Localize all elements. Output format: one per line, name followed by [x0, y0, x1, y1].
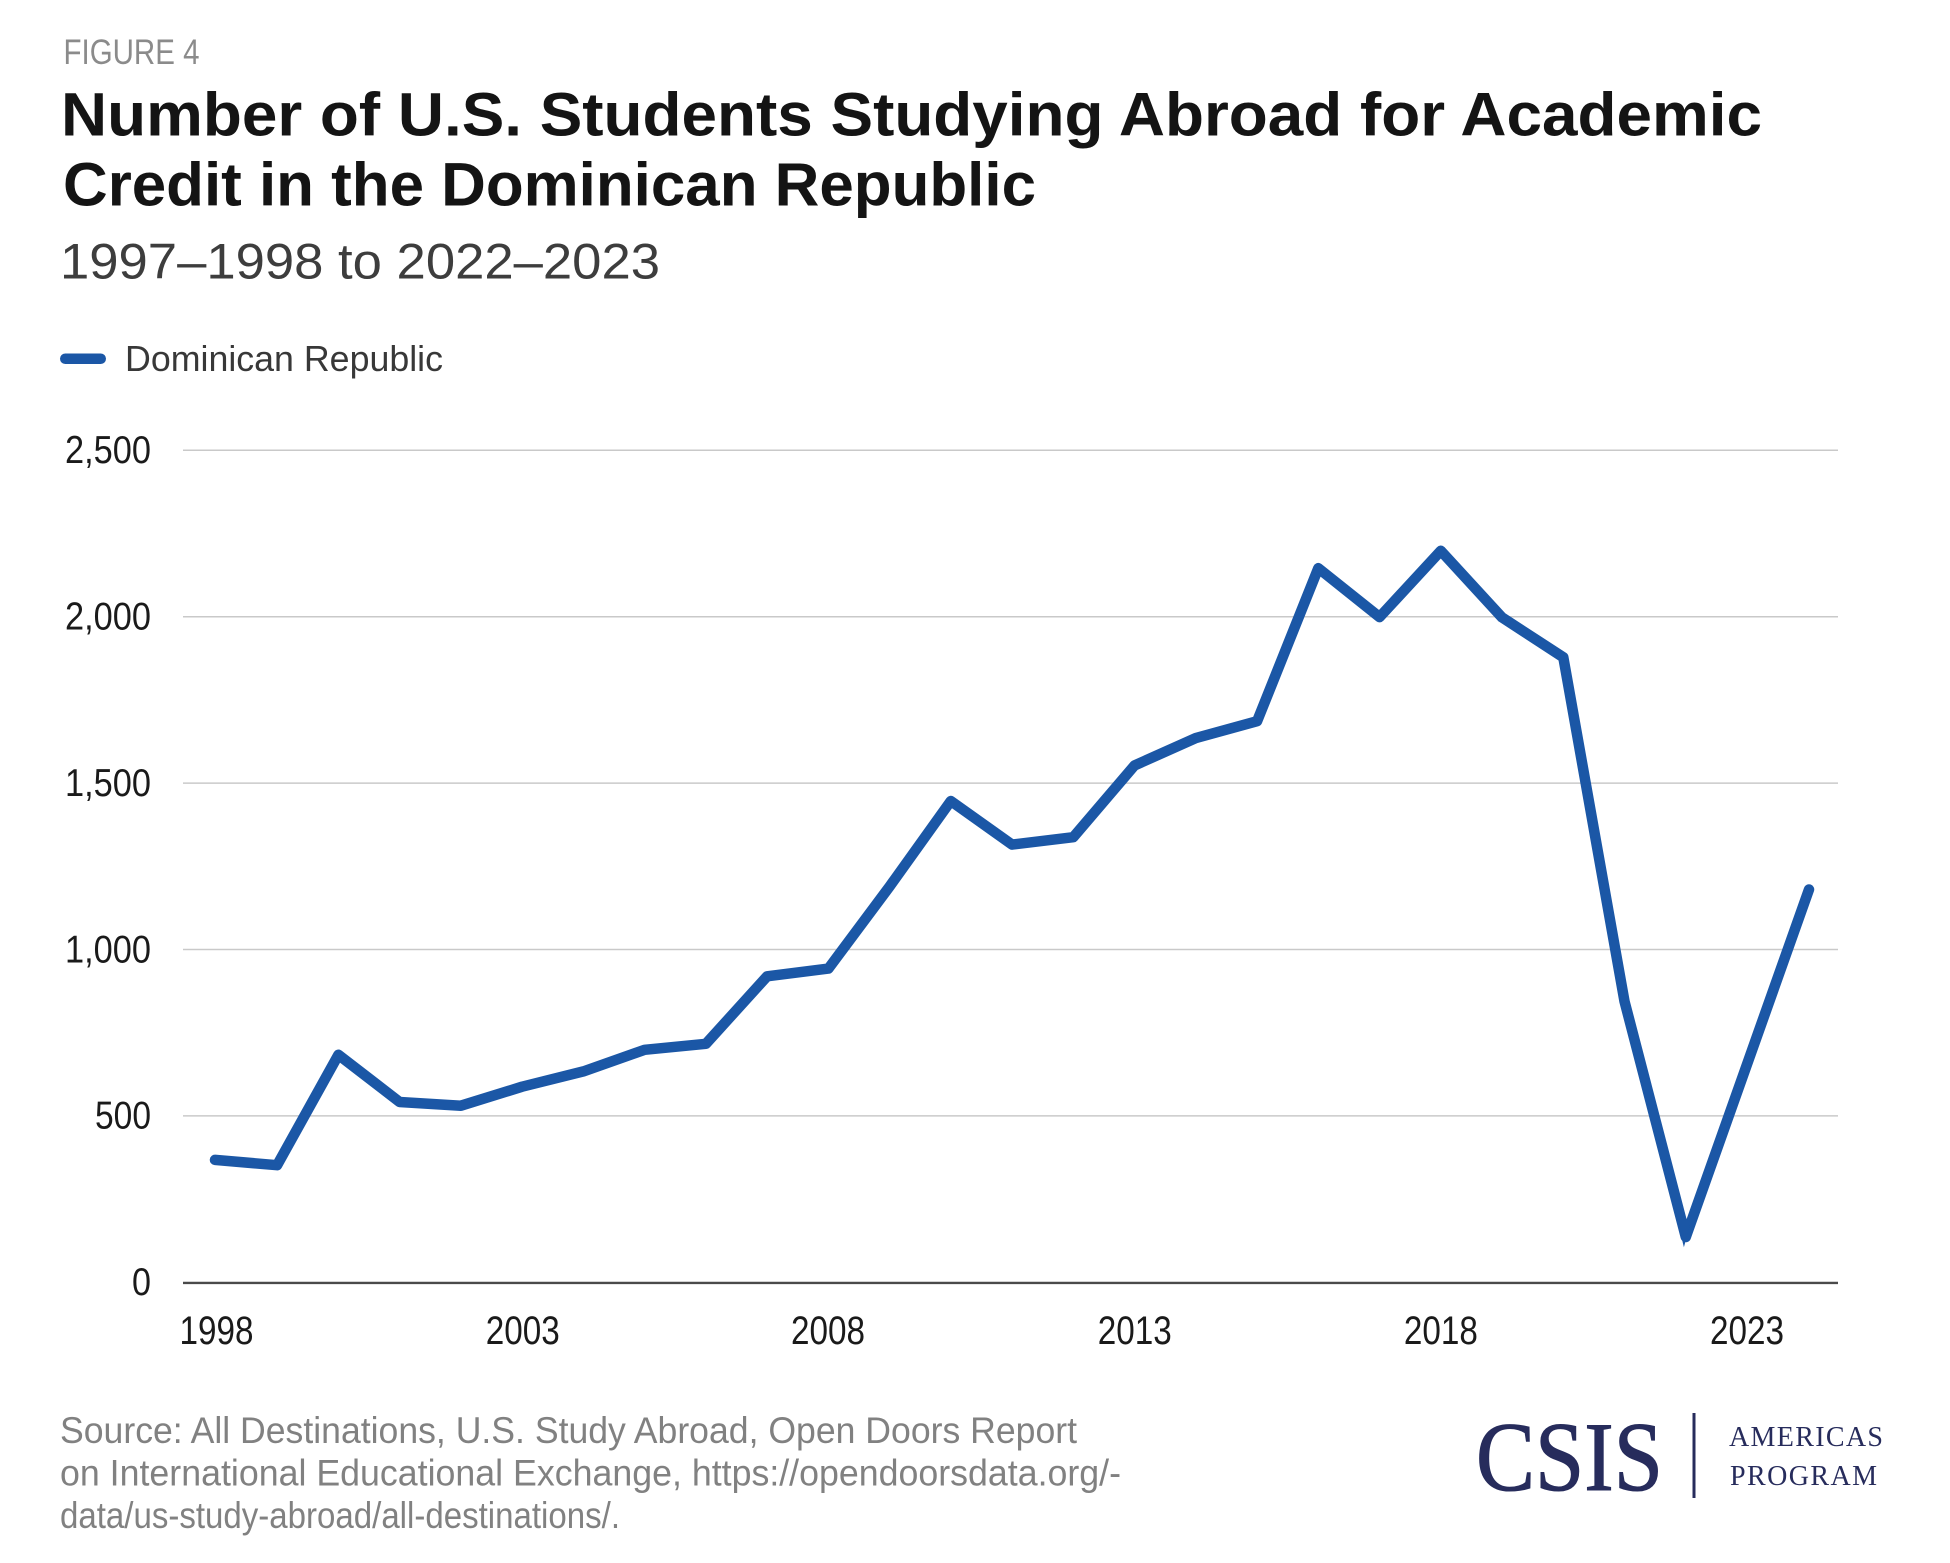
svg-text:2023: 2023 — [1710, 1309, 1784, 1353]
svg-text:1,500: 1,500 — [65, 762, 151, 805]
svg-text:on International Educational E: on International Educational Exchange, h… — [60, 1453, 1121, 1494]
svg-text:1998: 1998 — [180, 1309, 254, 1353]
svg-text:2008: 2008 — [791, 1309, 865, 1353]
svg-text:500: 500 — [95, 1095, 151, 1138]
svg-text:1,000: 1,000 — [65, 928, 151, 971]
svg-text:Dominican Republic: Dominican Republic — [125, 338, 443, 379]
svg-text:2003: 2003 — [486, 1309, 560, 1353]
svg-text:2,500: 2,500 — [65, 429, 151, 472]
svg-text:CSIS: CSIS — [1476, 1403, 1663, 1512]
svg-text:data/us-study-abroad/all-desti: data/us-study-abroad/all-destinations/. — [60, 1495, 620, 1536]
svg-text:AMERICAS: AMERICAS — [1729, 1422, 1885, 1453]
svg-text:FIGURE 4: FIGURE 4 — [64, 33, 200, 72]
svg-text:0: 0 — [132, 1261, 151, 1304]
svg-text:1997–1998 to 2022–2023: 1997–1998 to 2022–2023 — [60, 234, 660, 290]
svg-text:2018: 2018 — [1404, 1309, 1478, 1353]
svg-text:Number of U.S. Students Studyi: Number of U.S. Students Studying Abroad … — [61, 81, 1762, 149]
svg-text:2,000: 2,000 — [65, 596, 151, 639]
svg-text:PROGRAM: PROGRAM — [1730, 1461, 1879, 1492]
svg-text:2013: 2013 — [1098, 1309, 1172, 1353]
svg-text:Credit in the Dominican Republ: Credit in the Dominican Republic — [63, 151, 1036, 219]
svg-text:Source: All Destinations, U.S.: Source: All Destinations, U.S. Study Abr… — [60, 1410, 1078, 1451]
